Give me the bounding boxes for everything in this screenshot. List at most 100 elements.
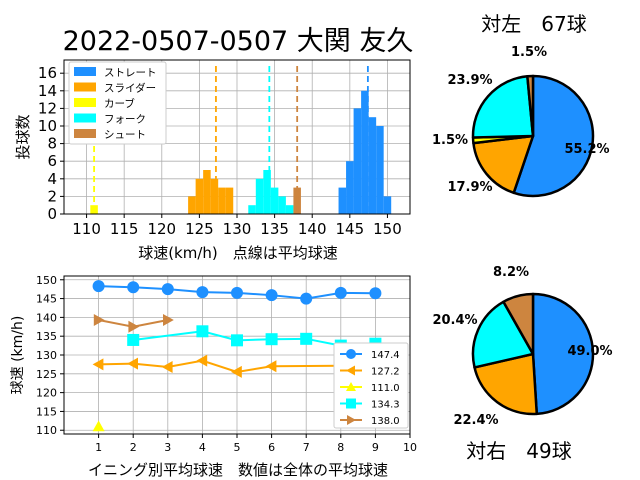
histogram-legend-swatch bbox=[74, 129, 96, 138]
line-y-tick-label: 145 bbox=[36, 293, 57, 306]
histogram-y-label: 投球数 bbox=[14, 114, 32, 159]
histogram-x-ticks: 110 115 120 125 130 135 140 145 150 bbox=[72, 214, 402, 238]
histogram-y-tick-label: 16 bbox=[38, 64, 57, 82]
line-point bbox=[163, 314, 174, 327]
histogram-y-tick-label: 4 bbox=[47, 170, 57, 188]
line-point bbox=[231, 334, 243, 347]
histogram-x-tick-label: 120 bbox=[147, 220, 176, 238]
line-y-tick-label: 150 bbox=[36, 274, 57, 287]
line-point bbox=[196, 286, 209, 299]
line-y-tick-label: 130 bbox=[36, 349, 57, 362]
line-y-tick-label: 125 bbox=[36, 368, 57, 381]
histogram-y-tick-label: 2 bbox=[47, 187, 57, 205]
histogram-legend-label: ストレート bbox=[104, 67, 157, 79]
line-point bbox=[161, 361, 173, 374]
line-x-tick-label: 7 bbox=[303, 441, 310, 454]
line-x-tick-label: 1 bbox=[95, 441, 102, 454]
histogram-legend-swatch bbox=[74, 82, 96, 92]
pie-left-title: 対左 67球 bbox=[481, 12, 586, 36]
histogram-bar bbox=[338, 187, 347, 214]
pie-slice-label: 1.5% bbox=[432, 133, 468, 148]
histogram-x-tick-label: 125 bbox=[185, 220, 214, 238]
line-y-ticks: 110 115 120 125 130 135 140 145 150 bbox=[36, 274, 64, 437]
line-point bbox=[300, 292, 313, 305]
line-legend-label: 138.0 bbox=[371, 416, 400, 427]
line-point bbox=[92, 358, 104, 371]
histogram-x-label: 球速(km/h) 点線は平均球速 bbox=[138, 244, 338, 262]
pie-chart-left: 55.2% 17.9% 1.5% 23.9% 1.5% bbox=[432, 45, 610, 198]
line-x-tick-label: 3 bbox=[164, 441, 171, 454]
histogram-y-tick-label: 6 bbox=[47, 152, 57, 170]
line-legend: 147.4 127.2 111.0 134.3 138.0 bbox=[333, 342, 409, 429]
histogram-x-tick-label: 130 bbox=[223, 220, 252, 238]
histogram-bar bbox=[210, 178, 219, 214]
pie-slice-label: 17.9% bbox=[447, 180, 492, 195]
histogram-bar bbox=[361, 90, 369, 214]
histogram-bar bbox=[218, 187, 226, 214]
line-x-ticks: 1 2 3 4 5 6 7 8 9 10 bbox=[95, 434, 417, 454]
line-legend-label: 111.0 bbox=[371, 383, 400, 394]
line-series-group bbox=[92, 280, 382, 305]
histogram-bar bbox=[278, 196, 286, 214]
pie-slice bbox=[502, 292, 535, 356]
line-legend-label: 127.2 bbox=[371, 367, 400, 378]
histogram-chart: 110 115 120 125 130 135 140 145 150 024681012141… bbox=[14, 59, 411, 262]
line-x-tick-label: 8 bbox=[337, 441, 344, 454]
histogram-x-tick-label: 150 bbox=[373, 220, 402, 238]
line-legend-marker bbox=[346, 365, 355, 376]
line-point bbox=[128, 320, 140, 333]
line-y-tick-label: 120 bbox=[36, 387, 57, 400]
line-point bbox=[161, 283, 174, 296]
pie-slice-label: 20.4% bbox=[432, 313, 477, 328]
line-point bbox=[231, 365, 242, 378]
line-x-tick-label: 6 bbox=[268, 441, 275, 454]
pie-slice bbox=[471, 75, 535, 139]
histogram-y-tick-label: 8 bbox=[47, 135, 57, 153]
line-y-tick-label: 115 bbox=[36, 405, 57, 418]
line-point bbox=[196, 354, 208, 367]
histogram-bar bbox=[383, 196, 392, 214]
histogram-y-tick-label: 14 bbox=[38, 82, 57, 100]
line-point bbox=[231, 286, 243, 299]
histogram-x-tick-label: 145 bbox=[336, 220, 365, 238]
line-legend-label: 147.4 bbox=[371, 350, 400, 361]
line-legend-marker bbox=[347, 415, 356, 425]
line-x-tick-label: 10 bbox=[403, 441, 417, 454]
figure-title: 2022-0507-0507 大関 友久 bbox=[63, 26, 414, 57]
pie-slice bbox=[472, 134, 535, 195]
line-point bbox=[196, 325, 209, 338]
histogram-bar bbox=[285, 205, 294, 214]
line-point bbox=[334, 286, 347, 299]
histogram-legend-swatch bbox=[74, 113, 96, 123]
line-point bbox=[265, 289, 278, 302]
histogram-bar bbox=[353, 108, 362, 214]
histogram-y-tick-label: 0 bbox=[47, 205, 57, 223]
histogram-x-tick-label: 135 bbox=[260, 220, 289, 238]
line-y-tick-label: 135 bbox=[36, 330, 57, 343]
line-legend-marker bbox=[346, 398, 356, 409]
line-legend-label: 134.3 bbox=[371, 400, 400, 411]
histogram-y-tick-label: 10 bbox=[38, 117, 57, 135]
line-point bbox=[92, 280, 105, 293]
pie-slice-label: 55.2% bbox=[564, 142, 609, 157]
histogram-bar bbox=[270, 187, 279, 214]
line-legend-marker bbox=[346, 382, 356, 391]
histogram-x-tick-label: 115 bbox=[110, 220, 139, 238]
line-point bbox=[300, 332, 313, 345]
line-legend-marker bbox=[346, 349, 356, 359]
histogram-bar bbox=[203, 170, 211, 214]
histogram-legend-swatch bbox=[74, 67, 96, 76]
line-point bbox=[127, 357, 138, 370]
line-point bbox=[92, 420, 105, 432]
line-point bbox=[265, 360, 277, 373]
line-y-tick-label: 140 bbox=[36, 311, 57, 324]
histogram-bar bbox=[188, 196, 196, 214]
histogram-bar bbox=[376, 126, 384, 214]
line-x-tick-label: 9 bbox=[372, 441, 379, 454]
line-series-group bbox=[93, 314, 174, 333]
histogram-legend-label: スライダー bbox=[104, 82, 156, 95]
pie-slice bbox=[526, 74, 535, 138]
